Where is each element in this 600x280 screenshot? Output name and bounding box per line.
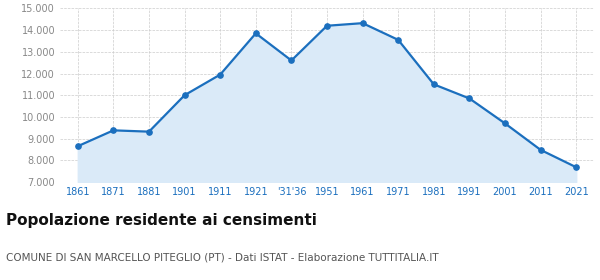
Text: COMUNE DI SAN MARCELLO PITEGLIO (PT) - Dati ISTAT - Elaborazione TUTTITALIA.IT: COMUNE DI SAN MARCELLO PITEGLIO (PT) - D… [6, 252, 439, 262]
Text: Popolazione residente ai censimenti: Popolazione residente ai censimenti [6, 213, 317, 228]
